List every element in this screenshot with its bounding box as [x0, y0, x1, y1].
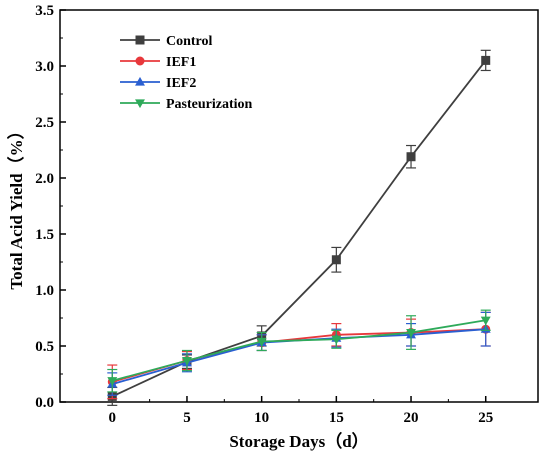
x-tick-label: 10 [254, 410, 269, 426]
legend-marker [135, 76, 145, 86]
legend-item-control: Control [120, 34, 213, 49]
series-ief2 [107, 311, 491, 396]
series-line [112, 328, 486, 383]
x-tick-label: 5 [183, 410, 191, 426]
series-ief1 [107, 311, 491, 400]
x-tick-label: 15 [329, 410, 344, 426]
data-point [331, 255, 341, 265]
y-tick-label: 0.0 [35, 395, 54, 411]
y-tick-label: 0.5 [35, 339, 54, 355]
legend-marker [135, 56, 145, 66]
y-tick-label: 1.0 [35, 283, 54, 299]
y-axis: 0.0 0.5 1.0 1.5 2.0 2.5 3.0 3.5 [35, 3, 66, 411]
x-tick-label: 0 [109, 410, 117, 426]
data-point [480, 316, 491, 326]
legend-label: Pasteurization [166, 97, 253, 112]
y-tick-label: 1.5 [35, 227, 54, 243]
x-tick-label: 20 [404, 410, 419, 426]
data-point [182, 356, 192, 366]
data-point [256, 337, 267, 347]
series-line [112, 328, 486, 385]
legend-item-ief2: IEF2 [120, 76, 196, 91]
x-tick-label: 25 [478, 410, 493, 426]
y-tick-label: 2.5 [35, 115, 54, 131]
data-point [481, 55, 491, 65]
data-point [331, 335, 342, 345]
legend-label: IEF1 [166, 55, 196, 70]
series-pasteurization [107, 309, 491, 393]
plot-frame [59, 9, 539, 403]
legend: Control IEF1 IEF2 Pasteurization [120, 34, 253, 112]
y-tick-label: 2.0 [35, 171, 54, 187]
legend-marker [135, 99, 145, 109]
data-point [107, 377, 118, 386]
x-axis-title: Storage Days（d） [229, 431, 368, 451]
y-tick-label: 3.0 [35, 59, 54, 75]
x-axis: 0 5 10 15 20 25 [109, 396, 493, 426]
series-layer [107, 49, 491, 406]
series-line [112, 319, 486, 382]
legend-label: Control [166, 34, 213, 49]
legend-item-ief1: IEF1 [120, 55, 196, 70]
y-axis-title: Total Acid Yield（%） [6, 122, 26, 289]
legend-item-pasteurization: Pasteurization [120, 97, 253, 112]
data-point [406, 328, 416, 338]
y-tick-label: 3.5 [35, 3, 54, 19]
legend-marker [135, 35, 145, 45]
series-line [111, 59, 487, 398]
series-control [107, 49, 491, 406]
data-point [406, 152, 416, 162]
legend-label: IEF2 [166, 76, 196, 91]
